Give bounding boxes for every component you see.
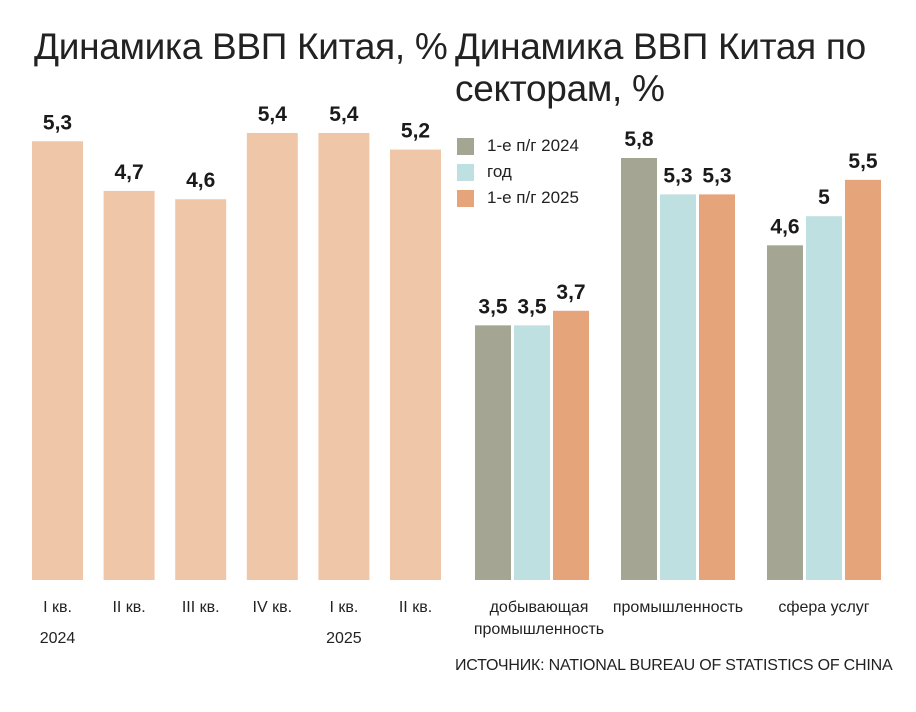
bar-value-label: 5,3	[43, 111, 72, 134]
chart-title-gdp-sectors: Динамика ВВП Китая по секторам, %	[455, 26, 866, 109]
bar-value-label: 5,4	[258, 103, 288, 126]
bar-sector-3-series-1	[767, 245, 803, 580]
bar-sector-1-series-1	[475, 325, 511, 580]
bar-quarter-4	[246, 133, 298, 580]
x-tick-label: II кв.	[112, 599, 145, 616]
bar-sector-1-series-2	[514, 325, 550, 580]
x-tick-label: III кв.	[182, 599, 220, 616]
bar-sector-1-series-3	[553, 310, 589, 580]
legend-item-h1-2024: 1-е п/г 2024	[457, 133, 579, 159]
bar-value-label: 3,5	[517, 295, 547, 318]
legend-swatch-h1-2024	[457, 137, 474, 155]
bar-quarter-3	[175, 199, 227, 580]
bar-value-label: 5,5	[848, 150, 878, 173]
bar-value-label: 3,7	[556, 281, 585, 304]
legend-item-year: год	[457, 159, 579, 185]
sector-label: добывающая	[490, 599, 589, 616]
legend-label-h1-2025: 1-е п/г 2025	[487, 188, 579, 207]
x-tick-label: IV кв.	[253, 599, 293, 616]
source-note: ИСТОЧНИК: NATIONAL BUREAU OF STATISTICS …	[455, 657, 893, 674]
bar-sector-3-series-3	[845, 179, 881, 581]
bar-sector-2-series-1	[621, 158, 657, 580]
bar-quarter-6	[390, 149, 441, 581]
bar-value-label: 5,2	[401, 120, 430, 143]
bar-value-label: 5,3	[663, 164, 692, 187]
legend-item-h1-2025: 1-е п/г 2025	[457, 185, 579, 211]
legend: 1-е п/г 2024 год 1-е п/г 2025	[457, 133, 579, 211]
bar-sector-2-series-2	[660, 194, 696, 580]
legend-swatch-year	[457, 163, 474, 181]
sector-label: промышленность	[474, 621, 604, 638]
x-tick-label: I кв.	[329, 599, 358, 616]
year-label-2024: 2024	[40, 630, 76, 647]
bar-value-label: 5,8	[624, 128, 654, 151]
legend-label-h1-2024: 1-е п/г 2024	[487, 136, 579, 155]
bar-value-label: 5,3	[702, 164, 731, 187]
bar-sector-3-series-2	[806, 216, 842, 580]
bar-quarter-5	[318, 133, 370, 580]
x-tick-label: I кв.	[43, 599, 72, 616]
bar-quarter-1	[32, 141, 83, 580]
year-label-2025: 2025	[326, 630, 362, 647]
legend-swatch-h1-2025	[457, 189, 474, 207]
bar-value-label: 3,5	[478, 295, 508, 318]
x-tick-label: II кв.	[399, 599, 432, 616]
sector-label: сфера услуг	[778, 599, 869, 616]
bar-value-label: 4,7	[114, 161, 143, 184]
sector-label: промышленность	[613, 599, 743, 616]
bar-sector-2-series-3	[699, 194, 735, 580]
legend-label-year: год	[487, 162, 512, 181]
bar-value-label: 4,6	[770, 215, 799, 238]
bar-value-label: 5	[818, 186, 830, 209]
bar-value-label: 5,4	[329, 103, 359, 126]
chart-title-gdp-quarterly: Динамика ВВП Китая, %	[34, 26, 448, 67]
bar-value-label: 4,6	[186, 169, 215, 192]
bar-quarter-2	[103, 190, 155, 580]
